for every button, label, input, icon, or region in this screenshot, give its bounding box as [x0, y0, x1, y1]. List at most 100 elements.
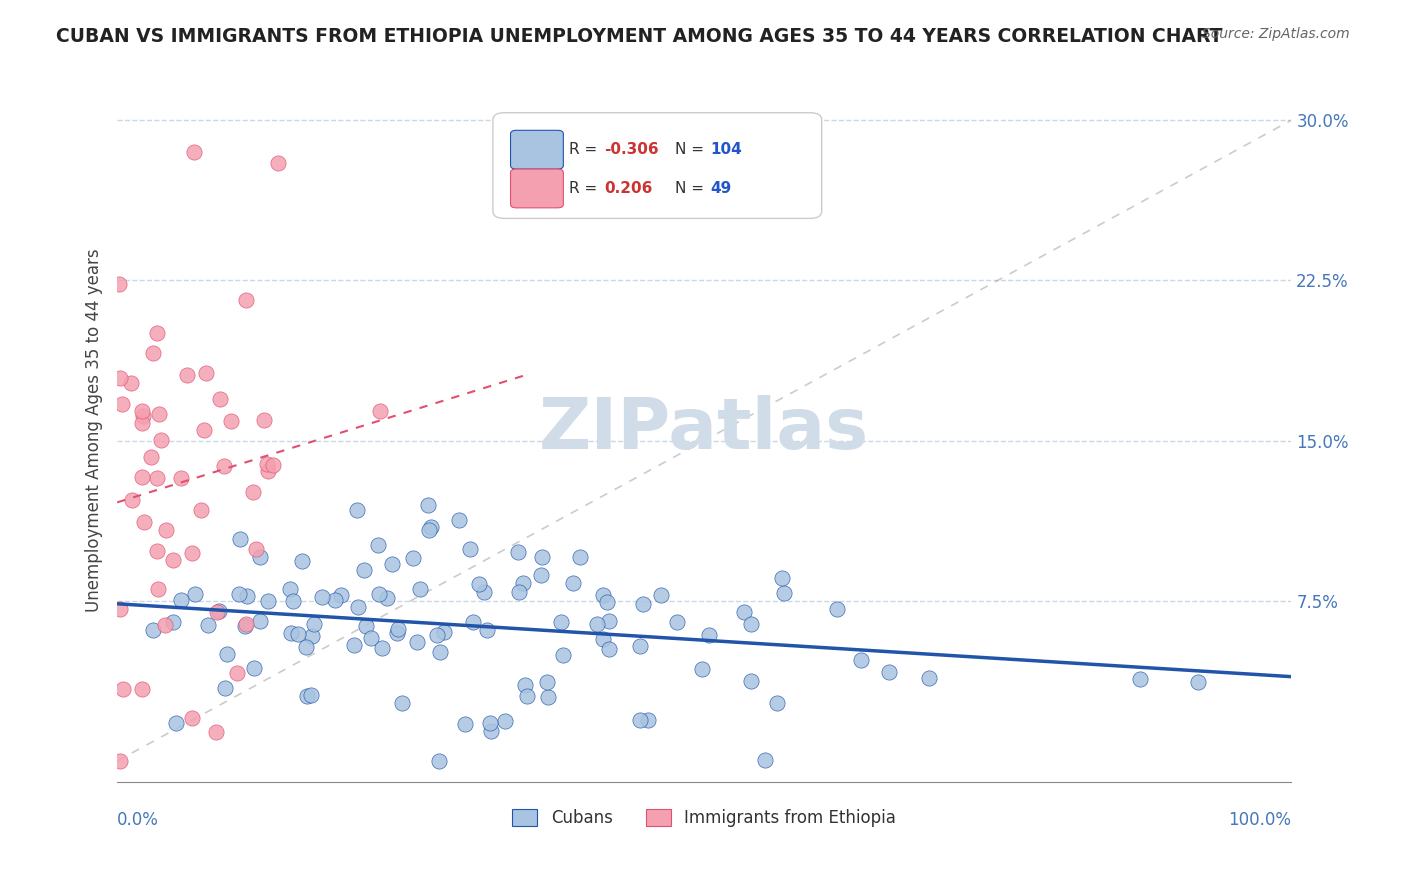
- Point: [851, 653, 873, 667]
- Point: [299, 689, 322, 703]
- Point: [235, 293, 257, 307]
- Point: [385, 626, 408, 640]
- Point: [475, 623, 498, 637]
- Point: [162, 615, 184, 630]
- Point: [586, 616, 609, 631]
- Point: [551, 648, 574, 662]
- Point: [368, 403, 391, 417]
- Point: [740, 617, 762, 632]
- Point: [508, 585, 530, 599]
- Point: [249, 614, 271, 628]
- Point: [387, 622, 409, 636]
- Point: [375, 591, 398, 606]
- Point: [278, 582, 301, 597]
- Point: [236, 589, 259, 603]
- Point: [530, 568, 553, 582]
- Point: [458, 542, 481, 557]
- Point: [391, 696, 413, 710]
- Point: [405, 635, 427, 649]
- Point: [131, 404, 153, 418]
- Point: [229, 533, 252, 547]
- Point: [245, 542, 267, 557]
- Point: [433, 624, 456, 639]
- Point: [323, 593, 346, 607]
- Point: [479, 723, 502, 738]
- Text: N =: N =: [675, 142, 709, 157]
- Point: [690, 662, 713, 676]
- Point: [108, 277, 131, 291]
- Point: [184, 587, 207, 601]
- Point: [197, 617, 219, 632]
- Point: [1129, 673, 1152, 687]
- Point: [516, 689, 538, 703]
- Point: [409, 582, 432, 596]
- Point: [468, 577, 491, 591]
- Point: [454, 717, 477, 731]
- Point: [131, 681, 153, 696]
- Point: [402, 550, 425, 565]
- Text: 0.0%: 0.0%: [117, 811, 159, 829]
- Point: [111, 682, 134, 697]
- Point: [108, 602, 131, 616]
- Point: [287, 626, 309, 640]
- Point: [628, 713, 651, 727]
- Point: [297, 689, 319, 703]
- Point: [108, 371, 131, 385]
- Point: [304, 616, 326, 631]
- Text: CUBAN VS IMMIGRANTS FROM ETHIOPIA UNEMPLOYMENT AMONG AGES 35 TO 44 YEARS CORRELA: CUBAN VS IMMIGRANTS FROM ETHIOPIA UNEMPL…: [56, 27, 1223, 45]
- Point: [165, 716, 187, 731]
- Point: [360, 631, 382, 645]
- Point: [754, 753, 776, 767]
- Point: [215, 648, 238, 662]
- Point: [550, 615, 572, 629]
- Text: R =: R =: [569, 180, 602, 195]
- Point: [162, 553, 184, 567]
- Point: [368, 587, 391, 601]
- Point: [195, 366, 218, 380]
- Point: [918, 671, 941, 685]
- Point: [367, 538, 389, 552]
- Point: [209, 392, 232, 407]
- Point: [262, 458, 284, 473]
- Point: [280, 625, 302, 640]
- Point: [568, 549, 591, 564]
- Point: [257, 594, 280, 608]
- Point: [637, 713, 659, 727]
- Point: [508, 545, 530, 559]
- Point: [249, 550, 271, 565]
- Point: [733, 605, 755, 619]
- Text: 104: 104: [710, 142, 742, 157]
- Point: [170, 471, 193, 485]
- Point: [371, 640, 394, 655]
- Point: [146, 543, 169, 558]
- Point: [354, 619, 377, 633]
- Point: [474, 585, 496, 599]
- Point: [343, 638, 366, 652]
- Point: [381, 557, 404, 571]
- Text: Source: ZipAtlas.com: Source: ZipAtlas.com: [1202, 27, 1350, 41]
- Point: [155, 523, 177, 537]
- Point: [111, 397, 134, 411]
- Point: [132, 409, 155, 424]
- Point: [228, 586, 250, 600]
- Text: 0.206: 0.206: [605, 180, 652, 195]
- Point: [512, 575, 534, 590]
- Point: [536, 675, 558, 690]
- Point: [146, 470, 169, 484]
- Point: [494, 714, 516, 728]
- Point: [311, 590, 333, 604]
- Point: [242, 485, 264, 500]
- Point: [697, 628, 720, 642]
- Point: [1187, 675, 1209, 690]
- Point: [595, 595, 617, 609]
- Point: [418, 523, 440, 537]
- Point: [295, 640, 318, 655]
- Point: [598, 614, 620, 628]
- Point: [153, 618, 176, 632]
- Point: [353, 563, 375, 577]
- FancyBboxPatch shape: [494, 112, 821, 219]
- Point: [330, 589, 353, 603]
- Point: [131, 416, 153, 430]
- Point: [139, 450, 162, 464]
- Text: N =: N =: [675, 180, 709, 195]
